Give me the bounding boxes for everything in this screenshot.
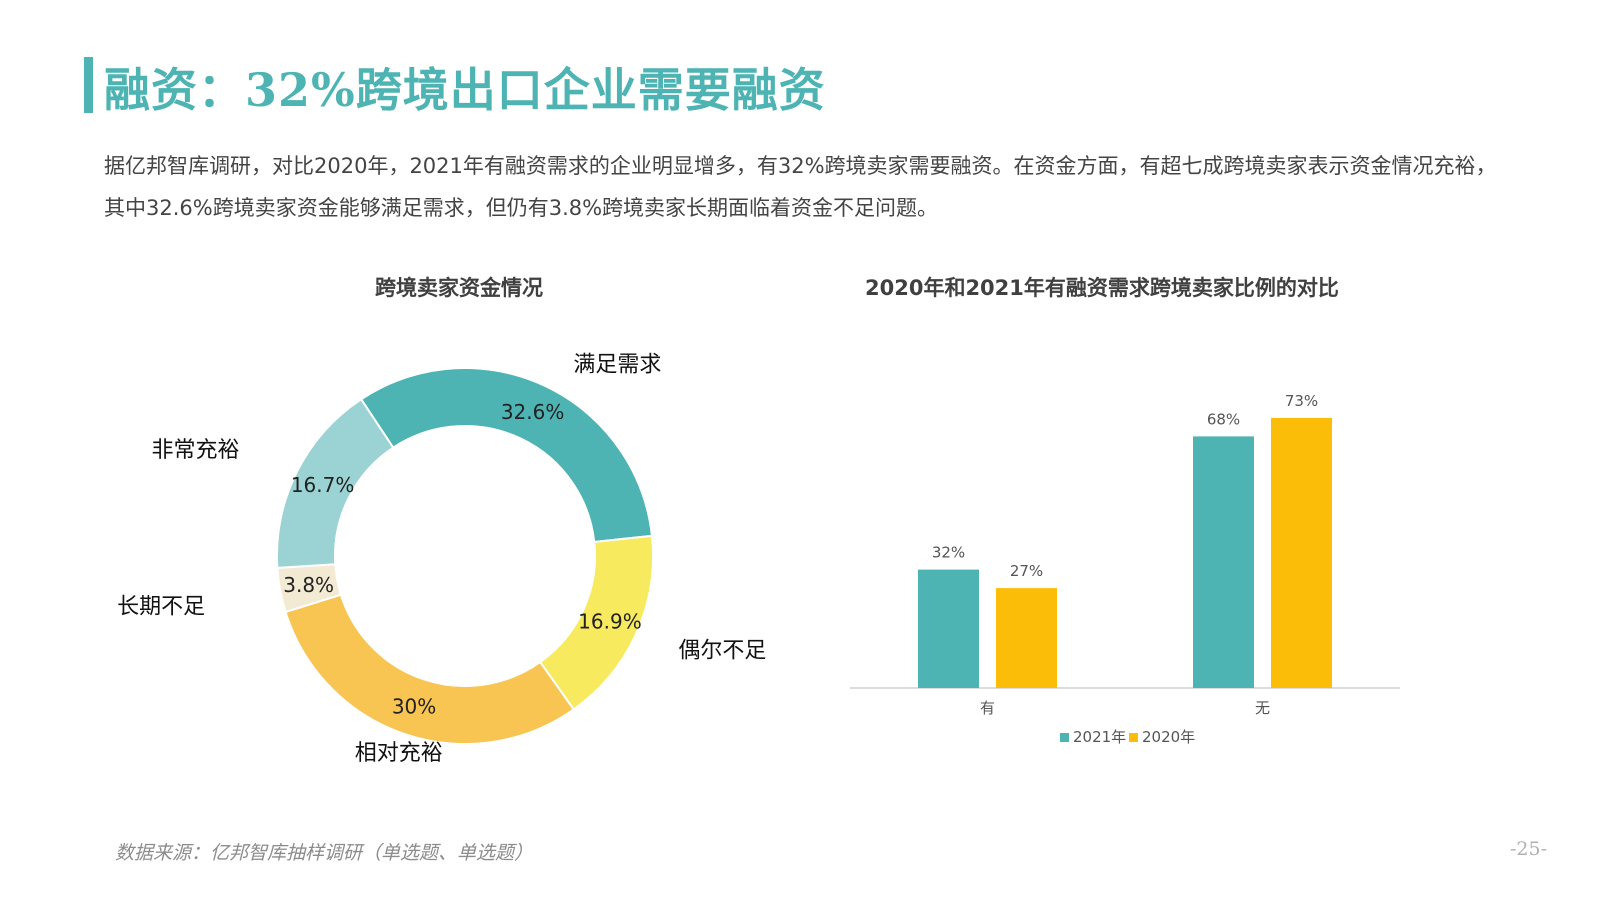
legend-label-1: 2020年 <box>1142 728 1195 746</box>
bar-category-label-0: 有 <box>980 699 995 717</box>
bar-1-0 <box>1193 436 1254 688</box>
bar-0-1 <box>996 588 1057 688</box>
donut-slice-2 <box>284 593 576 745</box>
bar-chart: 32% 27% 有 68% 73% 无 2021年 2020年 <box>850 392 1400 746</box>
bar-1-1 <box>1271 417 1332 688</box>
donut-chart: 32.6% 满足需求 16.9% 偶尔不足 30% 相对充裕 3.8% 长期不足 16.7% 非常… <box>117 353 766 766</box>
donut-category-label-0: 满足需求 <box>573 353 661 378</box>
bar-value-label-0-0: 32% <box>932 544 965 562</box>
bar-chart-title: 2020年和2021年有融资需求跨境卖家比例的对比 <box>865 276 1339 300</box>
legend-swatch-1 <box>1129 733 1138 742</box>
donut-slice-0 <box>359 367 654 544</box>
donut-category-label-3: 长期不足 <box>117 594 205 619</box>
legend-swatch-0 <box>1060 733 1069 742</box>
donut-value-label-1: 16.9% <box>578 609 642 633</box>
page-number: -25- <box>1510 838 1548 860</box>
donut-category-label-2: 相对充裕 <box>355 741 443 766</box>
donut-value-label-2: 30% <box>392 695 436 719</box>
bar-value-label-0-1: 27% <box>1010 562 1043 580</box>
donut-value-label-3: 3.8% <box>283 573 334 597</box>
donut-chart-title: 跨境卖家资金情况 <box>375 276 543 300</box>
donut-value-label-4: 16.7% <box>291 473 355 497</box>
bar-category-label-1: 无 <box>1255 699 1270 717</box>
donut-slice-4 <box>276 397 395 569</box>
title-accent-bar <box>84 57 93 113</box>
page-title: 融资：32%跨境出口企业需要融资 <box>104 63 826 117</box>
donut-category-label-4: 非常充裕 <box>151 438 239 463</box>
bar-value-label-1-1: 73% <box>1285 392 1318 410</box>
intro-paragraph: 据亿邦智库调研，对比2020年，2021年有融资需求的企业明显增多，有32%跨境… <box>104 154 1497 220</box>
bar-0-0 <box>918 569 979 688</box>
legend-label-0: 2021年 <box>1073 728 1126 746</box>
bar-value-label-1-0: 68% <box>1207 410 1240 428</box>
donut-value-label-0: 32.6% <box>501 400 565 424</box>
donut-category-label-1: 偶尔不足 <box>678 638 766 663</box>
data-source-note: 数据来源：亿邦智库抽样调研（单选题、单选题） <box>115 842 534 864</box>
